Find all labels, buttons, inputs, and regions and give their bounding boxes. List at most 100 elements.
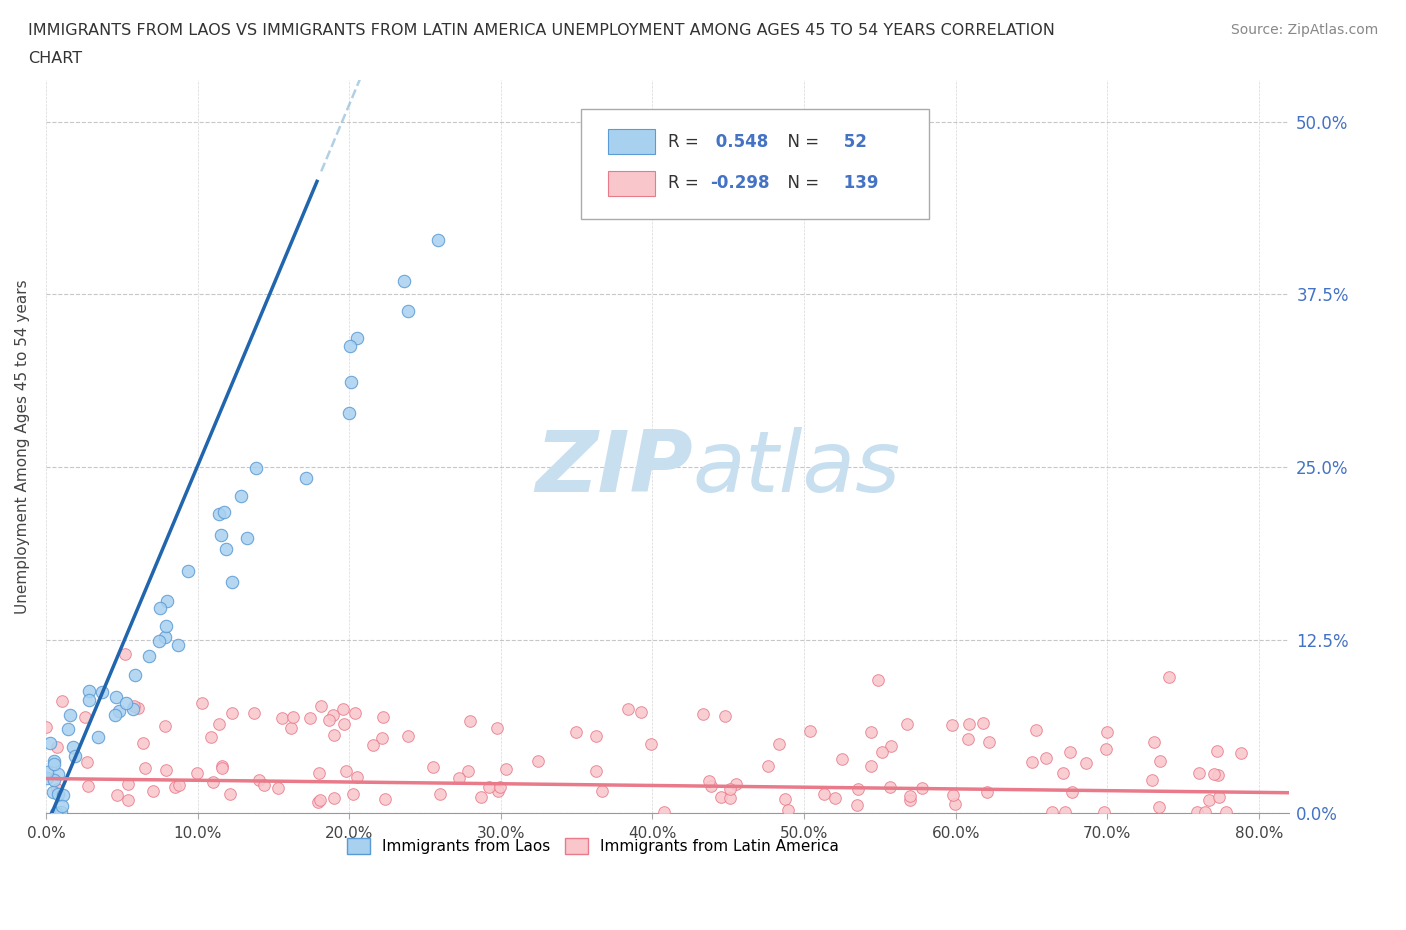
Point <box>46 766 69 781</box>
Point <box>299 711 322 725</box>
Point <box>1149 753 1171 768</box>
Text: N =: N = <box>778 175 824 193</box>
Point <box>138 648 160 663</box>
Point <box>371 710 394 724</box>
Point <box>692 707 714 722</box>
Point <box>718 790 741 805</box>
Point <box>166 637 188 652</box>
Point <box>371 730 394 745</box>
Point <box>447 770 470 785</box>
Point <box>148 601 170 616</box>
Point <box>979 735 1001 750</box>
Point <box>714 709 737 724</box>
Point <box>337 405 360 420</box>
Point <box>41 784 63 799</box>
Point <box>165 780 187 795</box>
Point <box>209 528 232 543</box>
Point <box>972 715 994 730</box>
Point <box>859 724 882 739</box>
Point <box>396 728 419 743</box>
Text: -0.298: -0.298 <box>710 175 769 193</box>
Point <box>396 303 419 318</box>
Point <box>710 790 733 804</box>
Point <box>957 717 980 732</box>
Point <box>943 797 966 812</box>
Point <box>1204 766 1226 781</box>
Point <box>488 779 510 794</box>
Point <box>270 711 292 725</box>
Point <box>42 757 65 772</box>
Point <box>898 793 921 808</box>
Text: N =: N = <box>778 133 824 151</box>
Point <box>942 788 965 803</box>
Point <box>526 754 548 769</box>
Point <box>340 375 363 390</box>
Point <box>486 720 509 735</box>
Text: 139: 139 <box>838 175 879 193</box>
Point <box>191 696 214 711</box>
Point <box>1040 804 1063 819</box>
Point <box>956 732 979 747</box>
FancyBboxPatch shape <box>607 129 655 154</box>
Point <box>155 719 177 734</box>
Point <box>46 787 69 802</box>
Point <box>52 787 75 802</box>
Text: R =: R = <box>668 133 703 151</box>
Point <box>724 777 747 791</box>
Point <box>1074 755 1097 770</box>
Point <box>346 770 368 785</box>
Point <box>565 724 588 739</box>
Point <box>186 766 208 781</box>
Point <box>630 705 652 720</box>
Point <box>486 784 509 799</box>
Point <box>813 786 835 801</box>
FancyBboxPatch shape <box>607 171 655 196</box>
Point <box>394 273 416 288</box>
Point <box>898 789 921 804</box>
Point <box>778 803 800 817</box>
Point <box>214 504 236 519</box>
Point <box>868 673 890 688</box>
Y-axis label: Unemployment Among Ages 45 to 54 years: Unemployment Among Ages 45 to 54 years <box>15 279 30 614</box>
Point <box>200 729 222 744</box>
Point <box>1159 670 1181 684</box>
Point <box>640 737 662 751</box>
Point <box>266 780 288 795</box>
Point <box>495 762 517 777</box>
Point <box>1142 773 1164 788</box>
Point <box>1206 768 1229 783</box>
Point <box>700 778 723 793</box>
Point <box>1208 790 1230 804</box>
Point <box>343 705 366 720</box>
Point <box>39 736 62 751</box>
Point <box>155 763 177 777</box>
Text: 52: 52 <box>838 133 868 151</box>
Point <box>880 739 903 754</box>
Point <box>177 564 200 578</box>
Point <box>117 777 139 791</box>
Point <box>236 531 259 546</box>
Point <box>339 339 361 353</box>
Text: atlas: atlas <box>693 427 900 511</box>
Point <box>35 720 58 735</box>
Point <box>976 785 998 800</box>
Point <box>280 721 302 736</box>
Point <box>45 782 67 797</box>
Point <box>63 748 86 763</box>
Point <box>155 630 177 644</box>
Point <box>51 799 73 814</box>
Point <box>77 684 100 698</box>
Point <box>1025 723 1047 737</box>
Point <box>51 694 73 709</box>
Point <box>77 778 100 793</box>
Point <box>1206 744 1229 759</box>
Text: Source: ZipAtlas.com: Source: ZipAtlas.com <box>1230 23 1378 37</box>
Text: CHART: CHART <box>28 51 82 66</box>
Point <box>346 331 368 346</box>
Point <box>148 634 170 649</box>
Point <box>46 739 69 754</box>
Point <box>105 690 128 705</box>
Point <box>1059 744 1081 759</box>
Point <box>156 593 179 608</box>
Text: R =: R = <box>668 175 703 193</box>
